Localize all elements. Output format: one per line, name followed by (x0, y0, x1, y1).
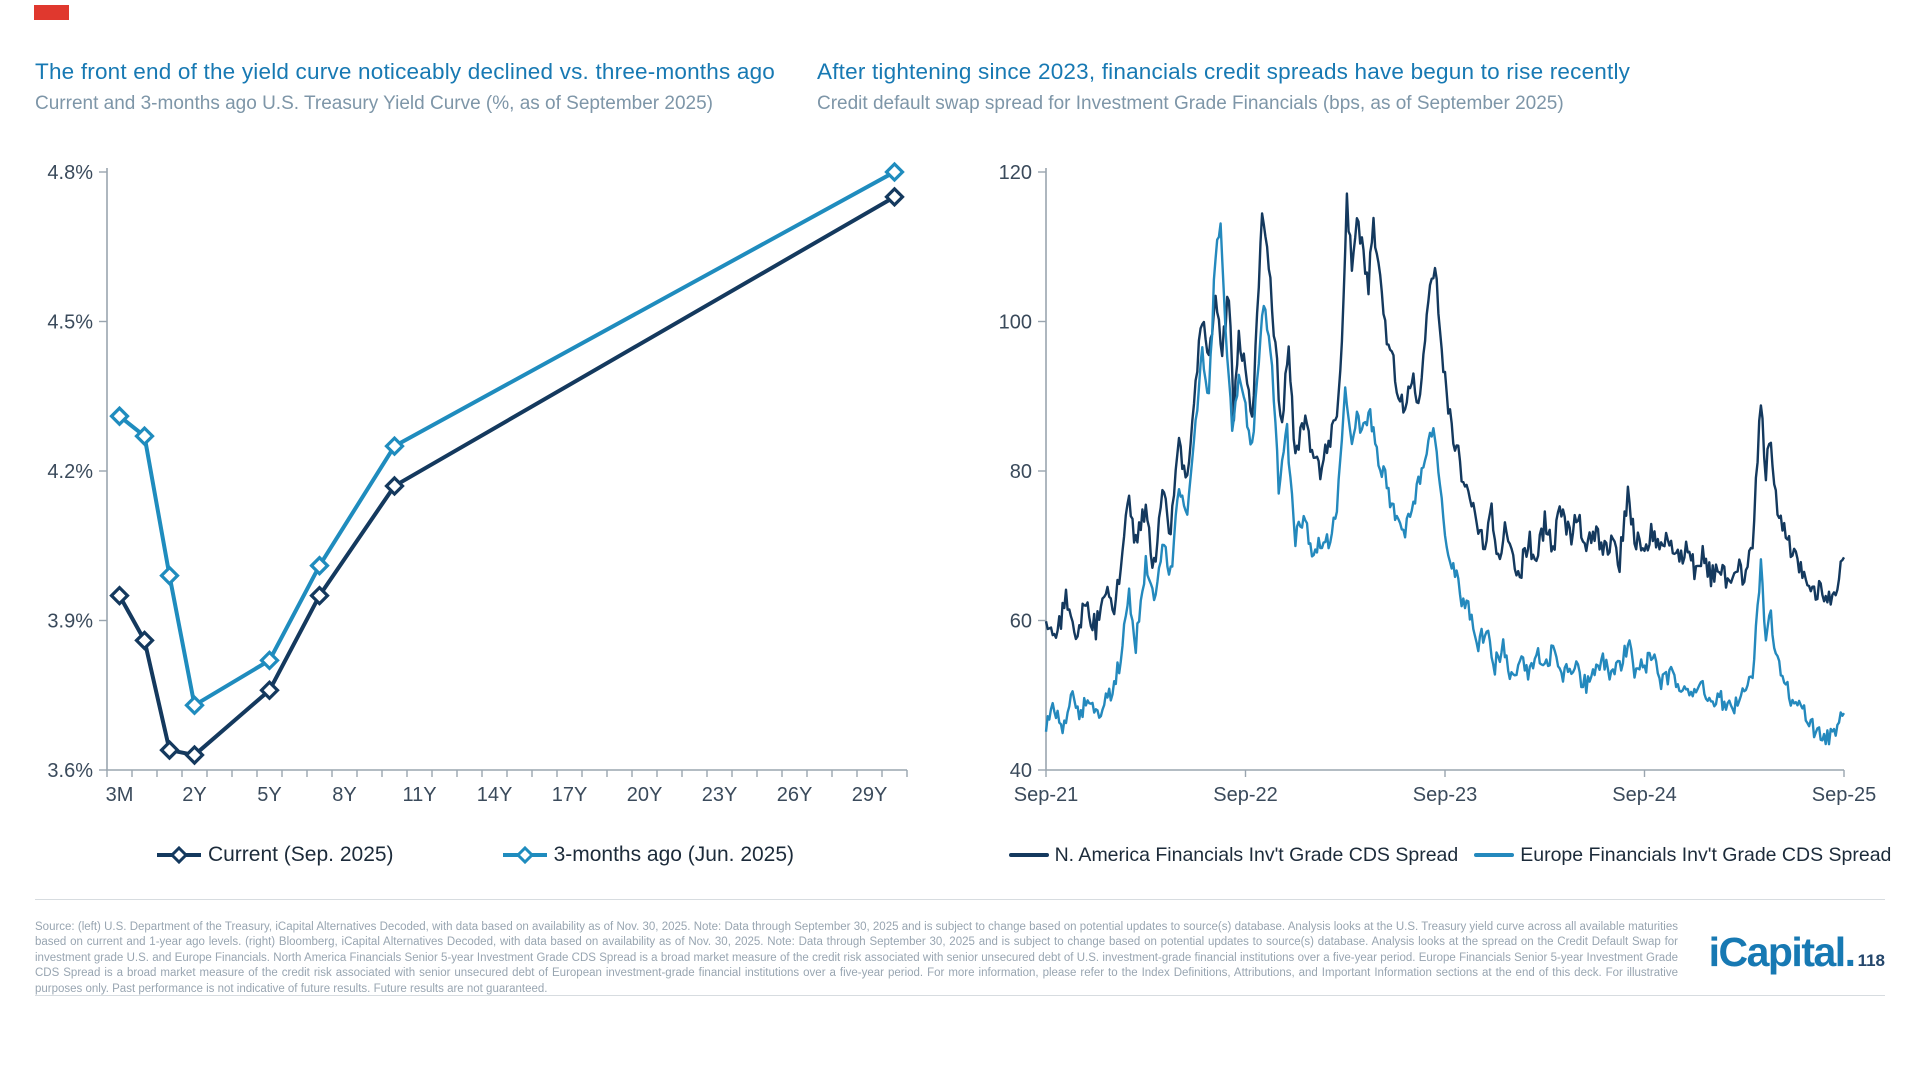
diamond-marker (109, 585, 130, 606)
diamond-marker (109, 405, 130, 427)
footer-divider-top (35, 899, 1885, 900)
diamond-marker (184, 744, 205, 766)
legend-label: Current (Sep. 2025) (207, 843, 394, 866)
x-tick-label: 17Y (552, 784, 588, 806)
x-tick-label: 11Y (402, 784, 436, 806)
diamond-marker (384, 475, 405, 497)
diamond-marker (884, 161, 905, 183)
legend-label: Europe Financials Inv't Grade CDS Spread (1520, 843, 1892, 866)
series-line-1 (118, 170, 896, 708)
left-chart-title: The front end of the yield curve noticea… (35, 59, 776, 84)
legend-label: 3-months ago (Jun. 2025) (553, 843, 795, 866)
cds-spread-legend: N. America Financials Inv't Grade CDS Sp… (1008, 839, 1891, 871)
y-tick-label: 3.6% (47, 760, 93, 782)
line-diamond-swatch (156, 846, 201, 864)
footer-divider-bottom (35, 995, 1885, 996)
y-tick-label: 60 (1010, 611, 1032, 633)
x-tick-label: Sep-24 (1612, 784, 1677, 806)
x-tick-label: Sep-21 (1014, 784, 1079, 806)
x-tick-label: 2Y (182, 784, 206, 806)
series-line-0 (1044, 192, 1846, 641)
right-chart-subtitle: Credit default swap spread for Investmen… (817, 93, 1564, 114)
y-tick-label: 4.2% (47, 461, 93, 483)
right-chart-title: After tightening since 2023, financials … (817, 59, 1631, 84)
page-number: 118 (1857, 951, 1885, 970)
line-swatch (1474, 852, 1515, 858)
x-tick-label: 8Y (332, 784, 356, 806)
x-tick-label: 29Y (852, 784, 888, 806)
left-chart-subtitle: Current and 3-months ago U.S. Treasury Y… (35, 93, 713, 114)
x-tick-label: Sep-22 (1213, 784, 1278, 806)
source-disclaimer-text: Source: (left) U.S. Department of the Tr… (35, 920, 1678, 995)
legend-item-n-america: N. America Financials Inv't Grade CDS Sp… (1008, 843, 1459, 867)
y-tick-label: 100 (999, 312, 1032, 334)
x-tick-label: 5Y (257, 784, 281, 806)
slide-accent-mark (34, 5, 69, 20)
legend-item-europe: Europe Financials Inv't Grade CDS Spread (1474, 844, 1891, 867)
line-swatch (1008, 852, 1049, 858)
legend-item-3-months-ago: 3-months ago (Jun. 2025) (502, 843, 794, 867)
icapital-logo: iCapital. 118 (1700, 929, 1885, 976)
x-tick-label: 23Y (702, 784, 738, 806)
diamond-marker (384, 435, 405, 457)
y-tick-label: 80 (1010, 461, 1032, 483)
diamond-marker (309, 555, 330, 576)
icapital-wordmark: iCapital. (1708, 929, 1856, 975)
diamond-marker (159, 565, 180, 586)
line-diamond-swatch (502, 846, 547, 864)
diamond-marker (134, 425, 155, 447)
legend-label: N. America Financials Inv't Grade CDS Sp… (1054, 843, 1459, 866)
series-line-1 (1044, 222, 1846, 746)
series-line-0 (117, 195, 896, 758)
x-tick-label: 3M (106, 784, 134, 806)
diamond-marker (159, 739, 180, 761)
x-tick-label: Sep-25 (1812, 784, 1877, 806)
yield-curve-chart: 4.8% 4.5% 4.2% 3.9% 3.6% 3M 2Y 5Y 8Y 11Y 14Y 17Y 20Y… (47, 161, 908, 806)
y-tick-label: 4.8% (47, 162, 93, 184)
diamond-marker (184, 694, 205, 716)
y-tick-label: 4.5% (47, 312, 93, 334)
y-tick-label: 120 (999, 162, 1032, 184)
diamond-marker (259, 650, 280, 671)
x-tick-label: 20Y (627, 784, 663, 806)
legend-item-current: Current (Sep. 2025) (156, 843, 394, 867)
diamond-marker (259, 680, 280, 701)
y-tick-label: 3.9% (47, 611, 93, 633)
diamond-marker (134, 630, 155, 651)
x-tick-label: Sep-23 (1413, 784, 1478, 806)
x-tick-label: 14Y (477, 784, 513, 806)
x-tick-label: 26Y (777, 784, 813, 806)
diamond-marker (309, 585, 330, 606)
y-tick-label: 40 (1010, 760, 1032, 782)
diamond-marker (884, 186, 905, 208)
yield-curve-legend: Current (Sep. 2025) 3-months ago (Jun. 2… (35, 839, 915, 871)
